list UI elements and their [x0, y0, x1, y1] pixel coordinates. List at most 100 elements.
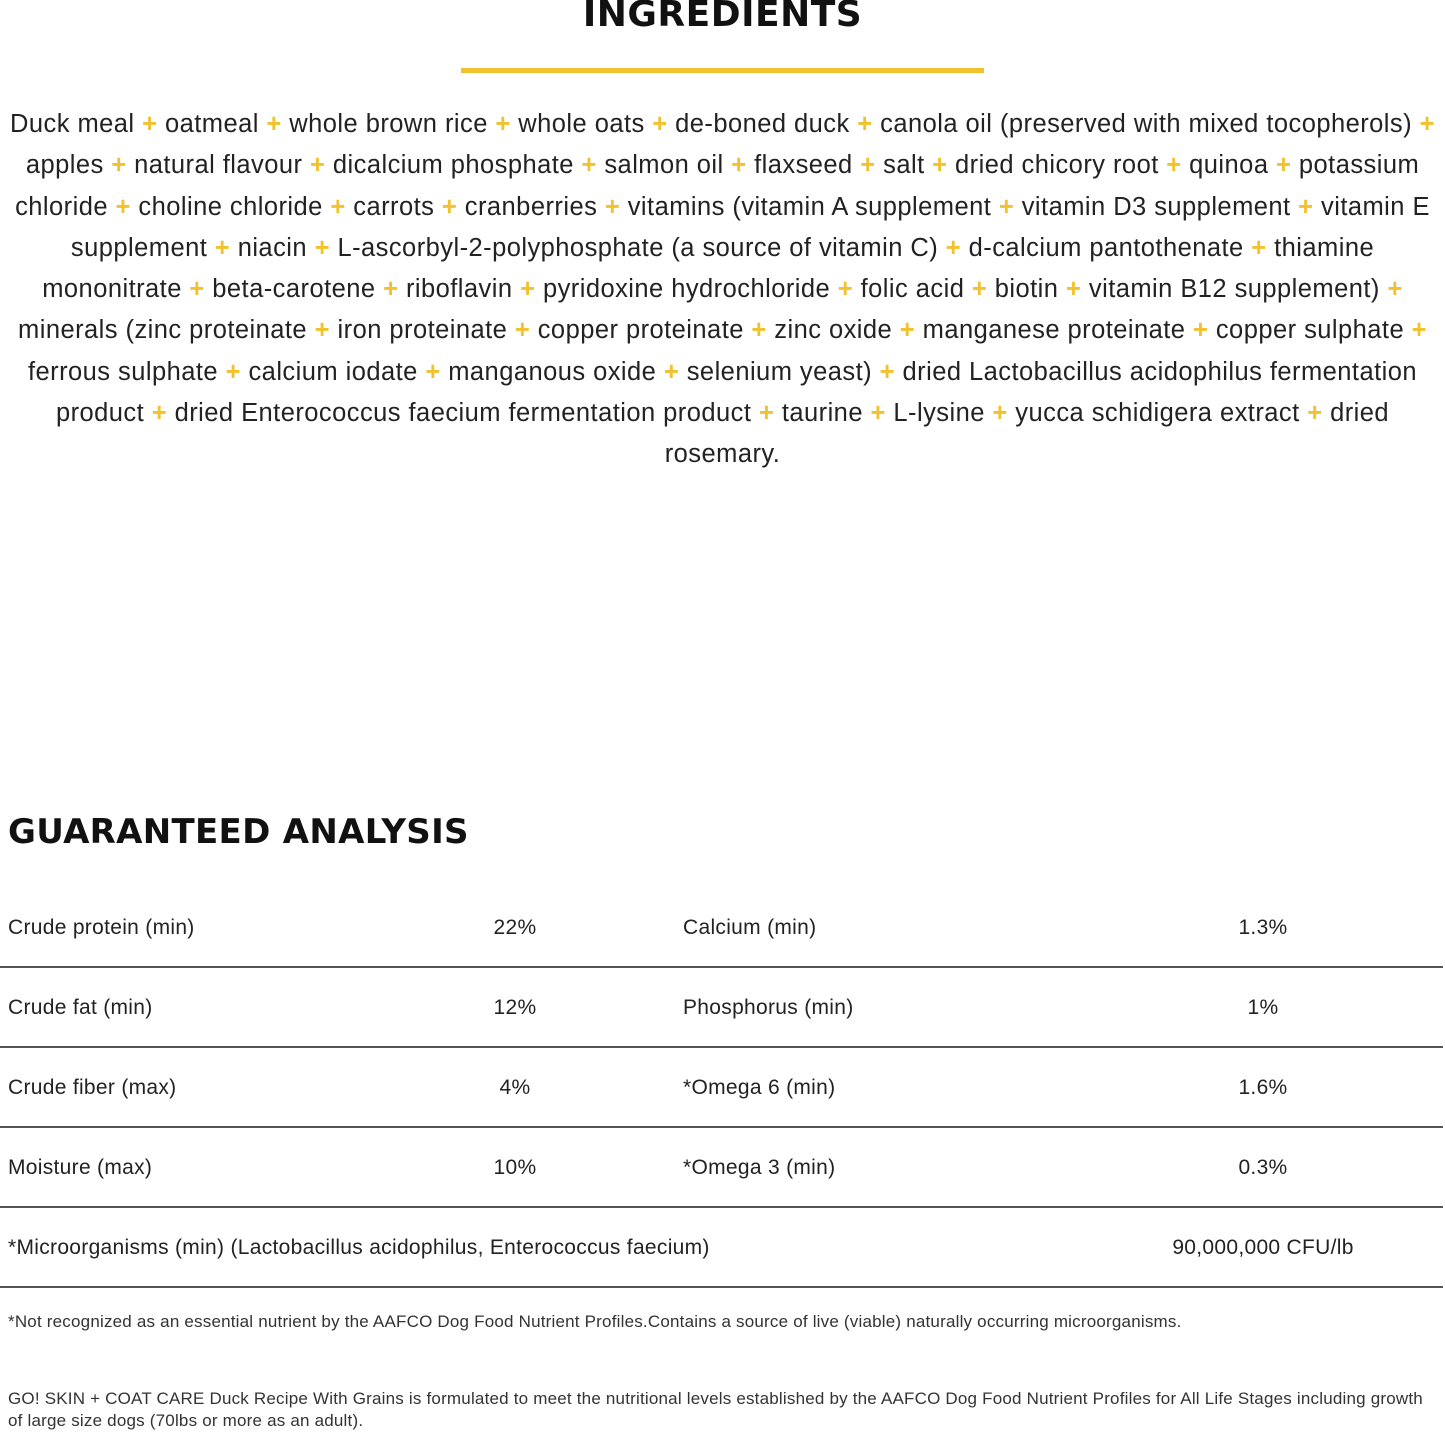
ingredient-item: niacin — [237, 233, 308, 262]
ingredient-item: iron proteinate — [337, 316, 508, 345]
ingredient-item: apples — [25, 151, 104, 180]
ingredients-list: Duck meal + oatmeal + whole brown rice +… — [0, 104, 1445, 476]
ingredient-item: dried Enterococcus faecium fermentation … — [174, 399, 752, 428]
plus-separator-icon: + — [225, 357, 241, 386]
ingredient-item: potassium chloride — [15, 151, 1420, 221]
ingredient-item: cranberries — [464, 192, 598, 221]
ingredient-item: d-calcium pantothenate — [968, 233, 1244, 262]
ingredient-item: folic acid — [860, 275, 965, 304]
ingredient-item: zinc oxide — [774, 316, 893, 345]
ingredient-item: L-lysine — [893, 399, 985, 428]
nutrient-value: 4% — [499, 1076, 531, 1099]
nutrient-label: *Omega 3 (min) — [683, 1156, 836, 1179]
nutrient-value: 1.3% — [1238, 916, 1288, 939]
plus-separator-icon: + — [111, 151, 127, 180]
plus-separator-icon: + — [1065, 275, 1082, 304]
ingredient-item: riboflavin — [405, 275, 513, 304]
ingredient-item: flaxseed — [754, 151, 853, 180]
ingredient-item: Duck meal — [10, 110, 135, 138]
plus-separator-icon: + — [581, 151, 597, 180]
plus-separator-icon: + — [189, 275, 205, 304]
plus-separator-icon: + — [1251, 233, 1267, 262]
ingredient-item: whole oats — [518, 110, 645, 138]
plus-separator-icon: + — [1166, 151, 1182, 180]
plus-separator-icon: + — [604, 192, 621, 221]
plus-separator-icon: + — [998, 192, 1015, 221]
ingredient-item: canola oil (preserved with mixed tocophe… — [880, 110, 1413, 138]
ingredient-item: copper proteinate — [537, 316, 744, 345]
plus-separator-icon: + — [1411, 316, 1427, 345]
plus-separator-icon: + — [860, 151, 876, 180]
ingredient-item: biotin — [994, 275, 1059, 304]
footnote: *Not recognized as an essential nutrient… — [8, 1312, 1182, 1331]
plus-separator-icon: + — [899, 316, 916, 345]
plus-separator-icon: + — [751, 316, 767, 345]
ingredient-item: carrots — [353, 192, 435, 221]
ingredient-item: natural flavour — [134, 151, 303, 180]
plus-separator-icon: + — [1276, 151, 1292, 180]
table-row: Crude fat (min) 12% Phosphorus (min) 1% — [0, 968, 1443, 1048]
plus-separator-icon: + — [932, 151, 948, 180]
ingredient-item: whole brown rice — [289, 110, 488, 138]
ingredient-item: salt — [883, 151, 925, 180]
plus-separator-icon: + — [1387, 275, 1403, 304]
nutrient-value: 1% — [1247, 996, 1279, 1019]
ingredient-item: minerals (zinc proteinate — [18, 316, 308, 345]
plus-separator-icon: + — [266, 110, 282, 138]
nutrient-value: 12% — [493, 996, 537, 1019]
nutrient-label: Crude fat (min) — [8, 996, 153, 1019]
nutrient-label: *Omega 6 (min) — [683, 1076, 836, 1099]
ingredient-item: beta-carotene — [212, 275, 376, 304]
plus-separator-icon: + — [520, 275, 536, 304]
plus-separator-icon: + — [992, 399, 1008, 428]
ingredient-item: thiamine mononitrate — [42, 233, 1375, 304]
ingredient-item: manganous oxide — [448, 357, 657, 386]
nutrient-value: 0.3% — [1238, 1156, 1288, 1179]
nutrient-label: Crude fiber (max) — [8, 1076, 177, 1099]
nutrient-label: *Microorganisms (min) (Lactobacillus aci… — [8, 1236, 710, 1259]
plus-separator-icon: + — [879, 357, 895, 386]
plus-separator-icon: + — [731, 151, 747, 180]
plus-separator-icon: + — [514, 316, 531, 345]
plus-separator-icon: + — [971, 275, 988, 304]
ingredient-item: pyridoxine hydrochloride — [542, 275, 831, 304]
ingredient-item: choline chloride — [138, 192, 323, 221]
ingredient-item: calcium iodate — [248, 357, 418, 386]
title-underline — [461, 68, 984, 73]
plus-separator-icon: + — [870, 399, 886, 428]
plus-separator-icon: + — [1298, 192, 1314, 221]
ingredient-item: yucca schidigera extract — [1015, 399, 1300, 428]
nutrient-label: Crude protein (min) — [8, 916, 195, 939]
ingredient-item: dried chicory root — [955, 151, 1159, 180]
plus-separator-icon: + — [857, 110, 873, 138]
ingredient-item: oatmeal — [164, 110, 259, 138]
ingredient-item: dried rosemary. — [664, 399, 1390, 469]
plus-separator-icon: + — [663, 357, 680, 386]
ingredient-item: vitamin B12 supplement) — [1088, 275, 1380, 304]
ingredient-item: salmon oil — [604, 151, 724, 180]
ingredients-title: INGREDIENTS — [582, 0, 863, 35]
plus-separator-icon: + — [758, 399, 775, 428]
ingredient-item: copper sulphate — [1215, 316, 1405, 345]
nutrient-label: Phosphorus (min) — [683, 996, 854, 1019]
nutrient-value: 22% — [493, 916, 537, 939]
nutrient-label: Calcium (min) — [683, 916, 817, 939]
ingredient-item: selenium yeast) — [686, 357, 873, 386]
plus-separator-icon: + — [214, 233, 231, 262]
ingredient-item: vitamins (vitamin A supplement — [627, 192, 992, 221]
ingredient-item: de-boned duck — [675, 110, 850, 138]
plus-separator-icon: + — [330, 192, 346, 221]
ingredient-item: quinoa — [1189, 151, 1269, 180]
plus-separator-icon: + — [425, 357, 441, 386]
plus-separator-icon: + — [1192, 316, 1209, 345]
ingredient-item: dried Lactobacillus acidophilus fermenta… — [55, 357, 1418, 428]
plus-separator-icon: + — [115, 192, 131, 221]
ingredient-item: L-ascorbyl-2-polyphosphate (a source of … — [337, 233, 939, 262]
plus-separator-icon: + — [1307, 399, 1323, 428]
nutrient-value: 10% — [493, 1156, 537, 1179]
analysis-title: GUARANTEED ANALYSIS — [8, 812, 469, 852]
plus-separator-icon: + — [945, 233, 962, 262]
table-row: Crude protein (min) 22% Calcium (min) 1.… — [0, 888, 1443, 968]
table-row: Crude fiber (max) 4% *Omega 6 (min) 1.6% — [0, 1048, 1443, 1128]
ingredient-item: vitamin D3 supplement — [1021, 192, 1291, 221]
